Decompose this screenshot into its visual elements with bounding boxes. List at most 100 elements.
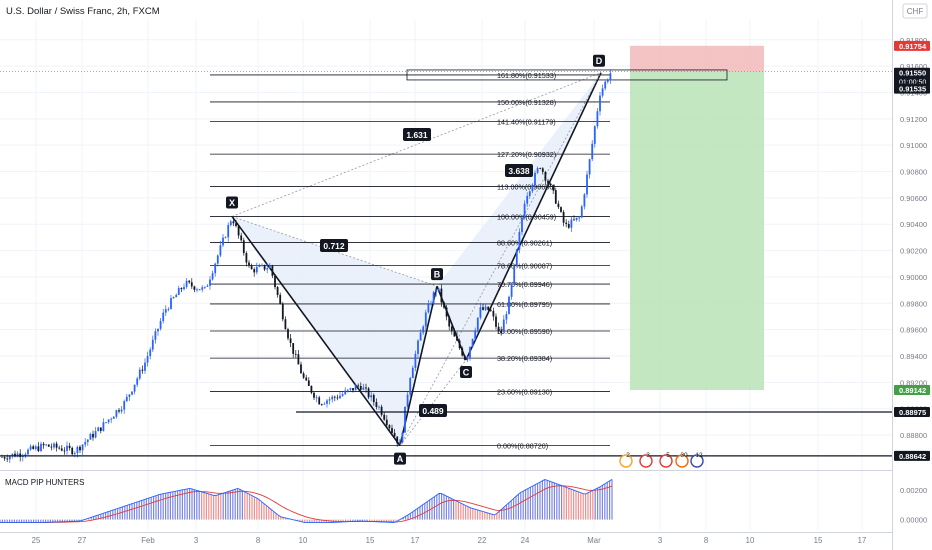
candle-body (508, 296, 510, 315)
fib-level-label: 23.60%(0.89130) (497, 388, 552, 397)
candle-body (71, 447, 74, 455)
candle-body (229, 221, 232, 226)
candle-body (596, 111, 599, 127)
candle-body (315, 397, 318, 399)
take-profit-zone[interactable] (630, 71, 764, 390)
fib-level-label: 78.60%(0.90087) (497, 261, 552, 270)
candle-body (510, 283, 513, 297)
event-flag-icon[interactable] (619, 454, 633, 468)
macd-line (0, 479, 613, 524)
candle-body (497, 326, 500, 331)
candle-body (388, 425, 391, 429)
pattern-point-badge[interactable] (431, 268, 443, 281)
candle-body (3, 457, 6, 459)
event-flag-icon[interactable] (690, 454, 704, 468)
ratio-badge[interactable] (320, 239, 348, 252)
candle-body (430, 303, 432, 305)
time-axis-tick: 17 (411, 536, 420, 545)
candle-body (279, 294, 282, 305)
candle-body (466, 357, 469, 360)
candle-body (34, 446, 37, 449)
candle-body (159, 321, 162, 329)
candle-body (502, 319, 505, 333)
candle-body (424, 312, 427, 327)
ratio-badge[interactable] (403, 128, 431, 141)
price-badge[interactable] (894, 450, 930, 461)
candle-body (183, 286, 185, 290)
candle-body (224, 237, 227, 239)
candle-body (440, 288, 443, 303)
candle-body (443, 302, 445, 308)
event-flag-icon[interactable] (659, 454, 673, 468)
candle-body (560, 207, 562, 212)
event-count: 2 (626, 452, 630, 459)
candle-body (45, 444, 48, 446)
prz-box[interactable] (406, 69, 728, 81)
candle-body (274, 275, 276, 288)
candle-body (162, 312, 165, 322)
candle-body (170, 298, 172, 309)
position-zones (630, 45, 764, 390)
candle-body (16, 453, 19, 457)
candle-body (411, 367, 414, 378)
ratio-label: 1.631 (406, 130, 428, 140)
stop-loss-zone[interactable] (630, 45, 764, 72)
pattern-point-badge[interactable] (460, 365, 472, 378)
time-axis-tick: 10 (299, 536, 308, 545)
candle-body (79, 446, 81, 451)
ratio-label: 0.712 (323, 241, 345, 251)
candle-body (180, 288, 183, 290)
price-badge[interactable] (894, 83, 930, 94)
candle-body (328, 399, 331, 401)
candle-body (47, 444, 50, 447)
candle-body (552, 185, 555, 191)
candle-body (393, 432, 396, 437)
price-badge[interactable] (894, 384, 930, 395)
candle-body (138, 369, 141, 379)
event-flag-icon[interactable] (675, 454, 689, 468)
price-axis-tick: 0.90600 (900, 194, 927, 203)
pattern-leg-ab[interactable] (399, 285, 438, 446)
currency-button[interactable]: CHF (902, 3, 928, 19)
candle-body (92, 433, 94, 438)
candle-body (349, 388, 352, 390)
candle-body (461, 348, 464, 356)
candle-body (123, 401, 126, 410)
price-badge[interactable] (894, 67, 930, 87)
candle-body (211, 273, 214, 280)
candle-body (396, 436, 399, 444)
fib-level-label: 50.00%(0.89590) (497, 327, 552, 336)
pattern-point-x: X (229, 198, 235, 208)
price-axis-tick: 0.89200 (900, 378, 927, 387)
candle-body (37, 446, 40, 452)
candle-body (198, 289, 201, 291)
candle-body (206, 285, 209, 287)
pattern-point-badge[interactable] (593, 54, 605, 67)
macd-indicator-name: MACD PIP HUNTERS (5, 478, 84, 487)
candle-body (541, 168, 544, 172)
pattern-point-badge[interactable] (394, 452, 406, 465)
candle-body (253, 269, 256, 273)
pattern-diagonal (399, 72, 602, 446)
candle-body (404, 406, 406, 433)
fib-level-label: 38.20%(0.89384) (497, 354, 552, 363)
candle-body (573, 219, 575, 221)
candle-body (604, 81, 607, 89)
ratio-badge[interactable] (419, 404, 447, 417)
candle-body (536, 168, 539, 173)
candle-body (193, 286, 196, 290)
currency-label: CHF (907, 7, 924, 16)
price-badge[interactable] (894, 407, 930, 417)
pattern-point-badge[interactable] (226, 196, 238, 209)
event-flag-icon[interactable] (639, 454, 653, 468)
candle-body (474, 330, 477, 339)
candle-body (450, 326, 453, 332)
pattern-point-a: A (397, 454, 404, 464)
candle-body (287, 329, 289, 339)
candle-body (240, 235, 243, 241)
candle-body (383, 414, 386, 420)
ratio-badge[interactable] (505, 164, 533, 177)
price-badge[interactable] (894, 40, 930, 51)
candle-body (24, 454, 27, 456)
